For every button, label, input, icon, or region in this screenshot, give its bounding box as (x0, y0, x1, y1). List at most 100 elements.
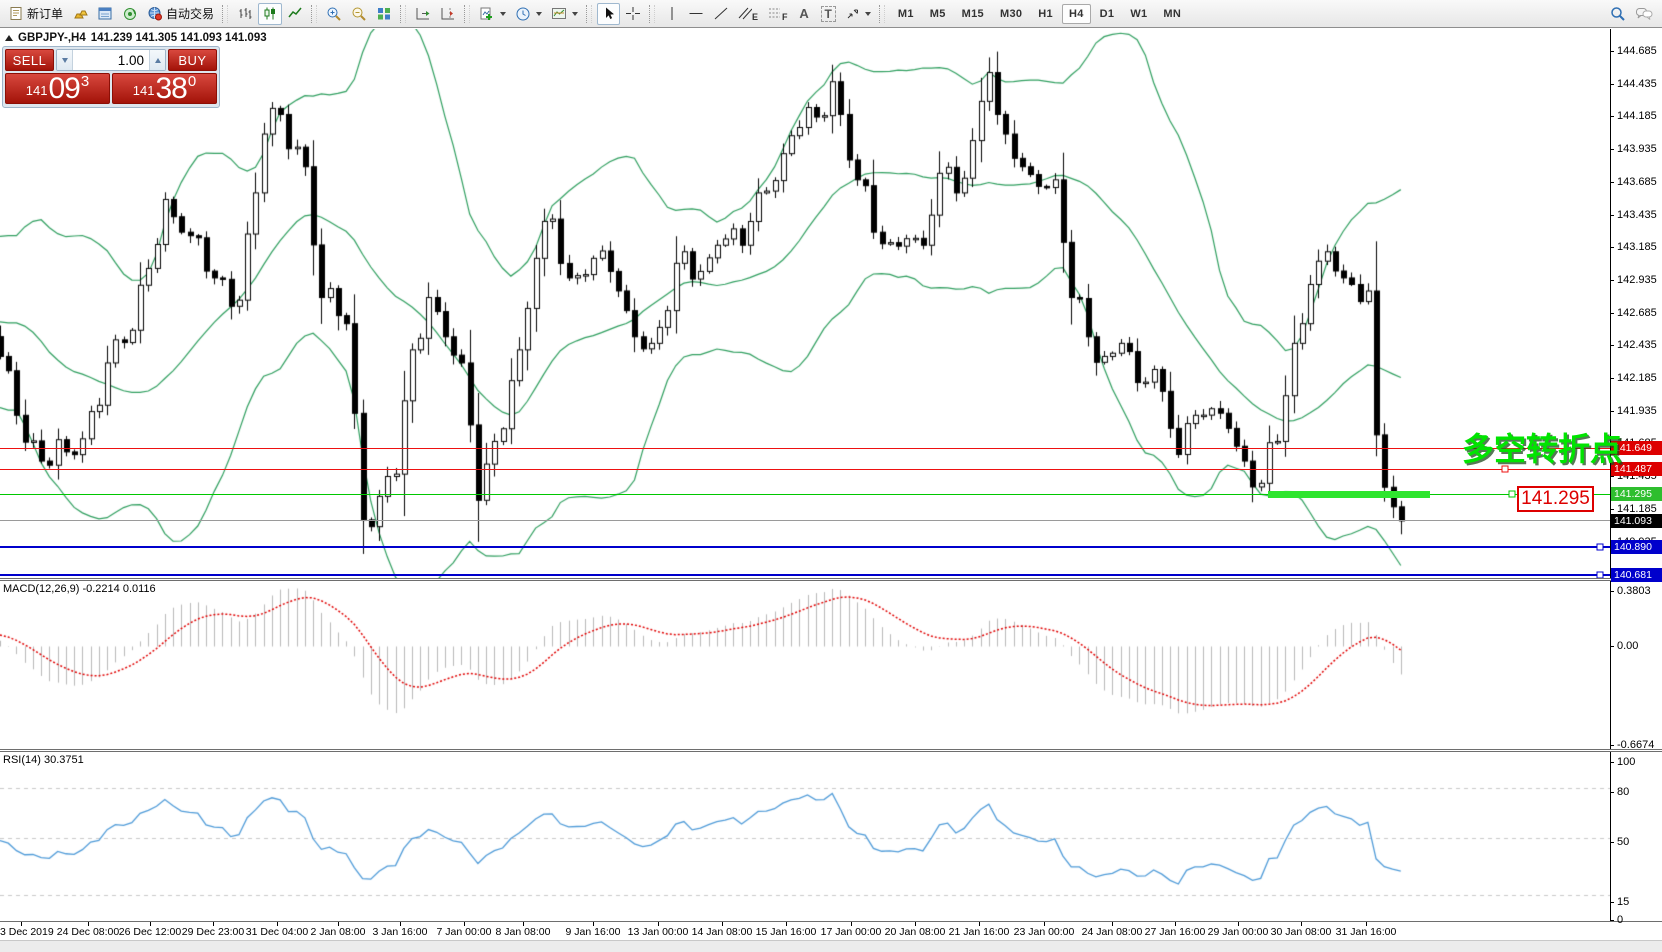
time-axis-tick (150, 922, 151, 926)
autotrading-button[interactable]: 自动交易 (143, 3, 218, 25)
red-level-line[interactable] (0, 468, 1610, 470)
bar-chart-button[interactable] (233, 3, 257, 25)
search-icon (1611, 6, 1625, 21)
channel-button[interactable]: E (734, 3, 762, 25)
auto-scroll-button[interactable] (411, 3, 435, 25)
timeframe-m5-button[interactable]: M5 (923, 4, 953, 24)
time-axis[interactable]: 3 Dec 2019 24 Dec 08:00 26 Dec 12:00 29 Dec… (0, 922, 1662, 940)
timeframe-w1-button[interactable]: W1 (1123, 4, 1154, 24)
search-button[interactable] (1606, 3, 1630, 25)
macd-panel-canvas[interactable] (0, 581, 1610, 749)
symbol-period-label: GBPJPY-,H4 (18, 32, 86, 44)
price-axis-label: 142.685 (1617, 306, 1657, 319)
timeframe-m15-button[interactable]: M15 (955, 4, 991, 24)
main-chart-canvas[interactable] (0, 29, 1610, 578)
collapse-panel-icon[interactable] (5, 35, 13, 41)
toolbar-grip[interactable] (400, 4, 407, 23)
fibonacci-letter: F (782, 11, 788, 22)
macd-label: MACD(12,26,9) -0.2214 0.0116 (3, 583, 156, 595)
line-handle[interactable] (1501, 465, 1509, 473)
timeframe-m30-button[interactable]: M30 (993, 4, 1029, 24)
sell-price-button[interactable]: 141 09 3 (5, 73, 110, 104)
market-watch-button[interactable] (68, 3, 92, 25)
volume-value[interactable]: 1.00 (117, 52, 144, 68)
time-axis-tick (277, 922, 278, 926)
text-button[interactable]: A (793, 3, 816, 25)
tile-windows-button[interactable] (372, 3, 396, 25)
line-handle[interactable] (1596, 543, 1604, 551)
price-axis-label: 142.935 (1617, 273, 1657, 286)
buy-price-point: 0 (187, 73, 197, 90)
trendline-button[interactable] (709, 3, 733, 25)
toolbar-grip[interactable] (878, 4, 885, 23)
chat-button[interactable] (1631, 3, 1657, 25)
vertical-line-button[interactable] (660, 3, 683, 25)
time-axis-tick (593, 922, 594, 926)
red-level-line[interactable] (0, 447, 1610, 449)
price-axis-label: 141.935 (1617, 404, 1657, 417)
time-axis-tick (213, 922, 214, 926)
volume-decrease-button[interactable] (57, 50, 73, 70)
crosshair-button[interactable] (621, 3, 645, 25)
price-level-annotation-box[interactable]: 141.295 (1517, 486, 1594, 512)
price-axis-tick (1610, 279, 1614, 281)
zoom-out-button[interactable] (347, 3, 371, 25)
timeframe-m1-button[interactable]: M1 (891, 4, 921, 24)
panel-divider[interactable] (0, 578, 1662, 581)
green-level-line[interactable] (0, 493, 1610, 495)
toolbar-grip[interactable] (464, 4, 471, 23)
time-axis-label: 29 Jan 00:00 (1207, 926, 1269, 938)
triangle-down-icon (61, 57, 68, 63)
chart-shift-button[interactable] (436, 3, 460, 25)
signals-button[interactable] (118, 3, 142, 25)
cursor-button[interactable] (597, 2, 621, 25)
line-handle[interactable] (1596, 571, 1604, 579)
blue-level-line[interactable] (0, 573, 1610, 576)
time-axis-label: 3 Jan 16:00 (372, 926, 428, 938)
volume-increase-button[interactable] (149, 50, 165, 70)
new-chart-button[interactable] (475, 3, 510, 25)
support-highlight-segment[interactable] (1268, 490, 1430, 498)
text-label-button[interactable]: T (817, 3, 840, 25)
time-axis-tick (1301, 922, 1302, 926)
panel-divider[interactable] (0, 749, 1662, 752)
panel-border (0, 921, 1662, 922)
fibonacci-button[interactable]: F (763, 3, 792, 25)
bid-level-line[interactable] (0, 520, 1610, 522)
horizontal-line-button[interactable] (684, 3, 708, 25)
toolbar-grip[interactable] (649, 4, 656, 23)
zoom-in-button[interactable] (322, 3, 346, 25)
toolbar-grip[interactable] (222, 4, 229, 23)
toolbar-grip[interactable] (586, 4, 593, 23)
buy-button[interactable]: BUY (168, 49, 217, 71)
price-axis[interactable] (1610, 29, 1662, 940)
time-axis-tick (21, 922, 22, 926)
turning-point-annotation[interactable]: 多空转折点 (1462, 430, 1623, 468)
candlestick-chart-button[interactable] (258, 2, 283, 25)
indicator-axis-label: 100 (1617, 756, 1636, 768)
timeframe-d1-button[interactable]: D1 (1093, 4, 1122, 24)
rsi-panel-canvas[interactable] (0, 752, 1610, 921)
label-tool-letter: T (820, 5, 836, 22)
new-order-button[interactable]: 新订单 (5, 3, 67, 25)
indicator-axis-tick (1610, 762, 1614, 763)
timeframe-h4-button[interactable]: H4 (1061, 3, 1091, 24)
sell-button[interactable]: SELL (5, 49, 54, 71)
buy-price-button[interactable]: 141 38 0 (112, 73, 217, 104)
text-tool-letter: A (799, 6, 809, 21)
line-chart-icon (288, 7, 302, 18)
timeframe-h1-button[interactable]: H1 (1031, 4, 1060, 24)
blue-level-line[interactable] (0, 546, 1610, 549)
toolbar-grip[interactable] (311, 4, 318, 23)
line-handle[interactable] (1508, 490, 1516, 498)
templates-button[interactable] (547, 3, 582, 25)
periods-button[interactable] (511, 3, 546, 25)
arrows-button[interactable] (841, 3, 875, 25)
line-chart-button[interactable] (283, 3, 307, 25)
timeframe-mn-button[interactable]: MN (1156, 4, 1188, 24)
time-axis-label: 9 Jan 16:00 (565, 926, 621, 938)
data-window-button[interactable] (93, 3, 117, 25)
time-axis-label: 21 Jan 16:00 (948, 926, 1010, 938)
clock-icon (516, 7, 530, 20)
price-axis-label: 144.435 (1617, 77, 1657, 90)
